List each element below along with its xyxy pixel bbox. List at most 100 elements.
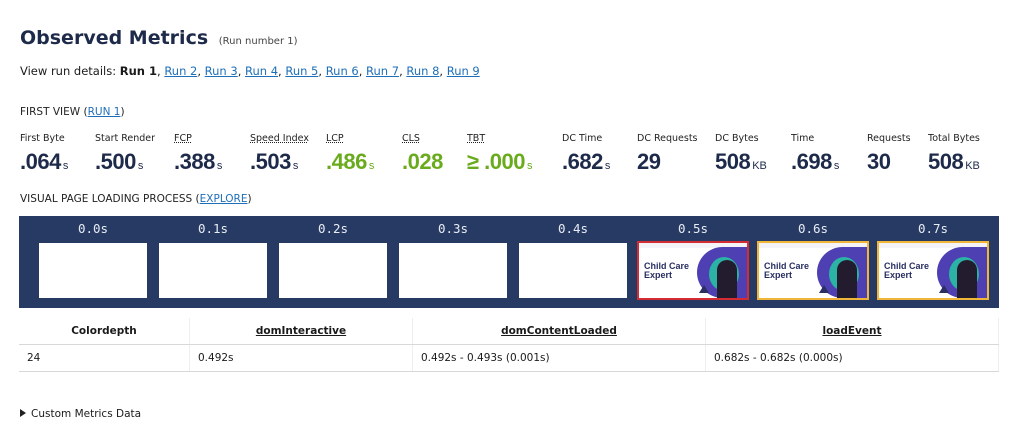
metric-requests: Requests 30: [867, 133, 911, 175]
explore-link[interactable]: EXPLORE: [199, 193, 248, 205]
metric-cls: CLS .028: [402, 133, 445, 175]
filmstrip-frame[interactable]: 0.4s: [517, 216, 629, 308]
frame-thumbnail: [397, 241, 509, 300]
filmstrip-frame[interactable]: 0.3s: [397, 216, 509, 308]
metric-first-byte: First Byte .064 s: [20, 133, 68, 175]
metric-value: .698 s: [791, 149, 840, 174]
frame-timestamp: 0.2s: [317, 221, 349, 236]
filmstrip-frame[interactable]: 0.2s: [277, 216, 389, 308]
metric-value: 508 KB: [715, 149, 767, 174]
frame-timestamp: 0.4s: [557, 221, 589, 236]
run-current: Run 1: [119, 64, 157, 78]
page-title: Observed Metrics (Run number 1): [20, 27, 298, 49]
cell-loadevent: 0.682s - 0.682s (0.000s): [705, 344, 999, 372]
run-link-9[interactable]: Run 9: [446, 64, 480, 78]
custom-metrics-label: Custom Metrics Data: [31, 408, 142, 420]
custom-metrics-toggle[interactable]: Custom Metrics Data: [20, 408, 141, 420]
preview-caption: Child Care Expert: [884, 261, 930, 280]
run-link-3[interactable]: Run 3: [204, 64, 238, 78]
metric-label: Time: [791, 133, 815, 144]
metric-value: .028: [402, 149, 443, 174]
run-link-2[interactable]: Run 2: [164, 64, 198, 78]
metric-label: First Byte: [20, 133, 65, 144]
cell-colordepth: 24: [19, 344, 190, 372]
frame-timestamp: 0.1s: [197, 221, 229, 236]
page-preview-image: Child Care Expert: [759, 243, 867, 298]
frame-timestamp: 0.3s: [437, 221, 469, 236]
filmstrip-frame[interactable]: 0.0s: [37, 216, 149, 308]
run-link-5[interactable]: Run 5: [285, 64, 319, 78]
metric-value: .388 s: [174, 149, 223, 174]
metric-value: 508 KB: [928, 149, 980, 174]
page-title-text: Observed Metrics: [20, 27, 209, 49]
metric-lcp: LCP .486 s: [326, 133, 374, 175]
frame-thumbnail-lcp: Child Care Expert: [637, 241, 749, 300]
frame-thumbnail-changed: Child Care Expert: [877, 241, 989, 300]
run-navigation: View run details: Run 1, Run 2, Run 3, R…: [20, 64, 480, 78]
metric-speed-index: Speed Index .503 s: [250, 133, 309, 175]
metric-label[interactable]: Speed Index: [250, 133, 309, 144]
first-view-run-link[interactable]: RUN 1: [87, 106, 121, 118]
metric-time: Time .698 s: [791, 133, 839, 175]
metric-label[interactable]: FCP: [174, 133, 192, 144]
run-link-7[interactable]: Run 7: [366, 64, 400, 78]
metric-dc-bytes: DC Bytes 508 KB: [715, 133, 767, 175]
column-header-dominteractive[interactable]: domInteractive: [189, 318, 413, 345]
table-row: 24 0.492s 0.492s - 0.493s (0.001s) 0.682…: [19, 344, 999, 372]
cell-domcontentloaded: 0.492s - 0.493s (0.001s): [412, 344, 706, 372]
metric-tbt: TBT ≥ .000 s: [467, 133, 533, 175]
frame-thumbnail: [517, 241, 629, 300]
frame-thumbnail-changed: Child Care Expert: [757, 241, 869, 300]
first-view-heading: FIRST VIEW (RUN 1): [20, 106, 125, 118]
run-number-subtitle: (Run number 1): [218, 36, 298, 47]
column-header-domcontentloaded[interactable]: domContentLoaded: [412, 318, 706, 345]
column-header-colordepth: Colordepth: [19, 318, 190, 345]
preview-caption: Child Care Expert: [644, 261, 690, 280]
frame-timestamp: 0.6s: [797, 221, 829, 236]
filmstrip-frame[interactable]: 0.7s Child Care Expert: [877, 216, 989, 308]
metric-value: 29: [637, 149, 661, 174]
visual-loading-label: VISUAL PAGE LOADING PROCESS: [20, 193, 193, 205]
metric-dc-requests: DC Requests 29: [637, 133, 698, 175]
metric-label: Requests: [867, 133, 911, 144]
metric-value: .500 s: [95, 149, 144, 174]
frame-thumbnail: [157, 241, 269, 300]
metric-value: .486 s: [326, 149, 375, 174]
filmstrip-frame[interactable]: 0.1s: [157, 216, 269, 308]
run-nav-prefix: View run details:: [20, 64, 117, 78]
metric-dc-time: DC Time .682 s: [562, 133, 610, 175]
metric-value: .503 s: [250, 149, 299, 174]
preview-caption: Child Care Expert: [764, 261, 810, 280]
timing-table: Colordepth domInteractive domContentLoad…: [19, 318, 999, 372]
frame-timestamp: 0.5s: [677, 221, 709, 236]
frame-thumbnail: [277, 241, 389, 300]
run-link-4[interactable]: Run 4: [245, 64, 279, 78]
frame-timestamp: 0.0s: [77, 221, 109, 236]
first-view-label: FIRST VIEW: [20, 106, 81, 118]
page-preview-image: Child Care Expert: [639, 243, 747, 298]
metric-value: .064 s: [20, 149, 69, 174]
metric-label[interactable]: LCP: [326, 133, 344, 144]
cell-dominteractive: 0.492s: [189, 344, 413, 372]
filmstrip-frame[interactable]: 0.5s Child Care Expert: [637, 216, 749, 308]
run-link-6[interactable]: Run 6: [325, 64, 359, 78]
metric-value: .682 s: [562, 149, 611, 174]
column-header-loadevent[interactable]: loadEvent: [705, 318, 999, 345]
metric-label[interactable]: TBT: [467, 133, 486, 144]
metric-start-render: Start Render .500 s: [95, 133, 155, 175]
metric-label: Start Render: [95, 133, 156, 144]
metric-value: ≥ .000 s: [467, 149, 533, 174]
metric-label: DC Requests: [637, 133, 698, 144]
frame-thumbnail: [37, 241, 149, 300]
run-link-8[interactable]: Run 8: [406, 64, 440, 78]
metric-label[interactable]: CLS: [402, 133, 420, 144]
filmstrip-frame[interactable]: 0.6s Child Care Expert: [757, 216, 869, 308]
metric-label: DC Time: [562, 133, 603, 144]
metric-label: DC Bytes: [715, 133, 759, 144]
table-header-row: Colordepth domInteractive domContentLoad…: [19, 318, 999, 345]
frame-timestamp: 0.7s: [917, 221, 949, 236]
filmstrip: 0.0s 0.1s 0.2s 0.3s 0.4s 0.5s Child Care…: [19, 216, 999, 308]
metric-value: 30: [867, 149, 891, 174]
metric-label: Total Bytes: [928, 133, 980, 144]
metric-fcp: FCP .388 s: [174, 133, 222, 175]
